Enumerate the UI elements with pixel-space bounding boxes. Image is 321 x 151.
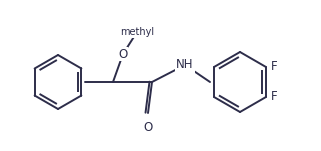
Text: O: O xyxy=(118,48,128,61)
Text: F: F xyxy=(271,90,278,103)
Text: O: O xyxy=(143,121,152,134)
Text: NH: NH xyxy=(176,58,194,72)
Text: F: F xyxy=(271,61,278,74)
Text: methyl: methyl xyxy=(120,27,154,37)
